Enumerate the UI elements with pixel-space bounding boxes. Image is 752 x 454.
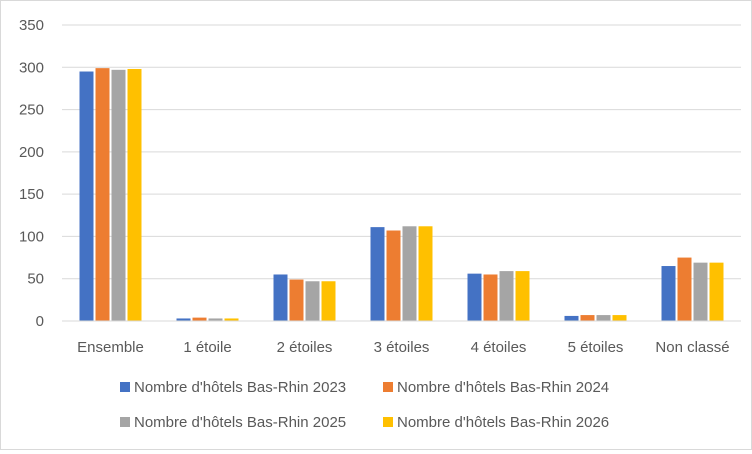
legend-swatch <box>120 417 130 427</box>
bars <box>79 68 724 321</box>
bar <box>709 262 724 321</box>
legend-label: Nombre d'hôtels Bas-Rhin 2026 <box>397 414 609 431</box>
bar <box>192 317 207 321</box>
bar <box>418 226 433 321</box>
legend-swatch <box>383 382 393 392</box>
bar <box>305 281 320 321</box>
bar <box>515 271 530 321</box>
bar <box>127 68 142 321</box>
bar <box>483 274 498 321</box>
x-tick-label: 1 étoile <box>183 339 231 356</box>
bar <box>661 266 676 321</box>
y-tick-label: 300 <box>19 59 44 76</box>
x-tick-label: 5 étoiles <box>568 339 624 356</box>
y-tick-label: 150 <box>19 186 44 203</box>
bar <box>596 315 611 321</box>
bar <box>370 227 385 321</box>
bar <box>224 318 239 321</box>
bar <box>564 315 579 321</box>
legend-swatch <box>383 417 393 427</box>
x-tick-label: 2 étoiles <box>277 339 333 356</box>
y-tick-label: 200 <box>19 144 44 161</box>
bar <box>467 273 482 321</box>
bar <box>321 281 336 321</box>
x-tick-label: Non classé <box>655 339 729 356</box>
bar <box>208 318 223 321</box>
bar <box>499 271 514 321</box>
y-tick-label: 250 <box>19 102 44 119</box>
x-tick-label: 3 étoiles <box>374 339 430 356</box>
y-tick-label: 350 <box>19 17 44 34</box>
bar <box>111 69 126 321</box>
bar <box>580 315 595 321</box>
x-axis-tick-labels: Ensemble 1 étoile 2 étoiles 3 étoiles 4 étoi… <box>77 339 729 356</box>
gridlines <box>62 24 741 280</box>
bar <box>79 71 94 321</box>
y-tick-label: 100 <box>19 228 44 245</box>
bar <box>95 68 110 321</box>
bar <box>677 257 692 321</box>
bar <box>273 274 288 321</box>
bar <box>176 318 191 321</box>
legend-label: Nombre d'hôtels Bas-Rhin 2025 <box>134 414 346 431</box>
legend-label: Nombre d'hôtels Bas-Rhin 2024 <box>397 379 609 396</box>
y-tick-label: 50 <box>27 271 44 288</box>
bar <box>386 230 401 321</box>
x-tick-label: Ensemble <box>77 339 144 356</box>
bar <box>693 262 708 321</box>
bar <box>612 315 627 321</box>
legend-label: Nombre d'hôtels Bas-Rhin 2023 <box>134 379 346 396</box>
y-tick-label: 0 <box>36 313 44 330</box>
legend: Nombre d'hôtels Bas-Rhin 2023 Nombre d'hô… <box>120 379 609 431</box>
bar <box>289 279 304 321</box>
bar <box>402 226 417 321</box>
legend-swatch <box>120 382 130 392</box>
y-axis-tick-labels: 0 50 100 150 200 250 300 350 <box>19 17 44 330</box>
x-tick-label: 4 étoiles <box>471 339 527 356</box>
